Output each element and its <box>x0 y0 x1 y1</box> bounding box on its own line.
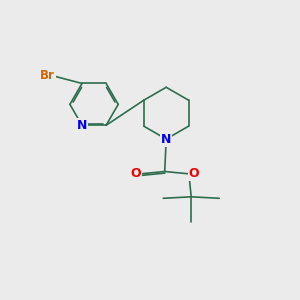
Text: O: O <box>189 167 200 180</box>
Text: O: O <box>130 167 141 180</box>
Text: Br: Br <box>40 69 55 82</box>
Text: N: N <box>161 133 171 146</box>
Text: N: N <box>77 119 87 132</box>
